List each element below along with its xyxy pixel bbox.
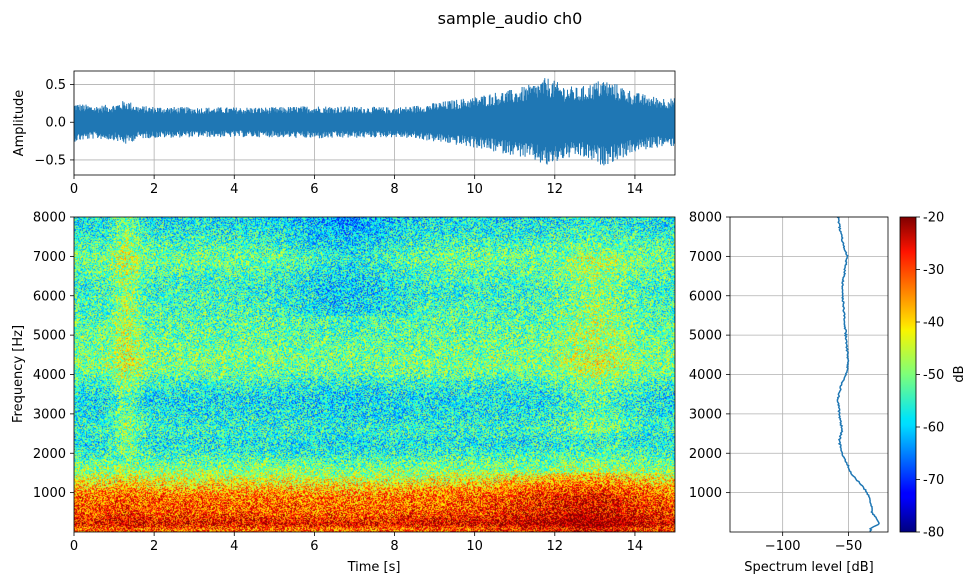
waveform-line: [74, 78, 675, 166]
spectrum-y-tick-label: 1000: [689, 486, 722, 501]
waveform-x-tick-label: 8: [390, 182, 398, 197]
spectrum-xlabel: Spectrum level [dB]: [744, 560, 874, 575]
colorbar-label: dB: [952, 365, 967, 382]
colorbar-tick-label: -70: [923, 473, 944, 488]
spectrogram-x-tick-label: 10: [466, 539, 483, 554]
spectrogram-panel: 0 2 4 6 8 10 12 14 1000 2000 3000 4000 5000 6000 7000…: [11, 211, 676, 575]
spectrogram-y-ticks: 1000 2000 3000 4000 5000 6000 7000 8000: [33, 211, 74, 501]
spectrogram-ylabel: Frequency [Hz]: [11, 325, 26, 423]
colorbar: -20 -30 -40 -50 -60 -70 -80 dB: [899, 211, 967, 541]
waveform-y-tick-label: 0.5: [45, 78, 66, 93]
waveform-x-tick-label: 6: [310, 182, 318, 197]
colorbar-tick-label: -50: [923, 368, 944, 383]
spectrum-y-tick-label: 3000: [689, 407, 722, 422]
spectrogram-y-tick-label: 3000: [33, 407, 66, 422]
spectrum-x-ticks: −100 −50: [765, 532, 862, 554]
spectrum-line: [836, 217, 880, 532]
waveform-y-tick-label: −0.5: [34, 153, 66, 168]
spectrogram-x-ticks: 0 2 4 6 8 10 12 14: [70, 532, 643, 554]
waveform-y-ticks: 0.5 0.0 −0.5: [34, 78, 74, 168]
spectrum-x-tick-label: −50: [835, 539, 862, 554]
colorbar-tick-label: -40: [923, 316, 944, 331]
waveform-x-tick-label: 12: [547, 182, 564, 197]
spectrogram-x-tick-label: 6: [310, 539, 318, 554]
waveform-ylabel: Amplitude: [12, 90, 27, 157]
spectrogram-y-tick-label: 6000: [33, 289, 66, 304]
waveform-x-tick-label: 4: [230, 182, 238, 197]
spectrogram-y-tick-label: 5000: [33, 329, 66, 344]
spectrum-y-tick-label: 2000: [689, 447, 722, 462]
colorbar-gradient: [899, 216, 917, 533]
spectrum-y-tick-label: 5000: [689, 329, 722, 344]
figure-title: sample_audio ch0: [438, 9, 583, 29]
spectrum-y-tick-label: 6000: [689, 289, 722, 304]
spectrum-x-tick-label: −100: [765, 539, 801, 554]
waveform-panel: 0 2 4 6 8 10 12 14 0.5 0.0 −0.5 Amplitude: [12, 70, 676, 197]
spectrogram-image-holder: [74, 217, 675, 532]
spectrogram-xlabel: Time [s]: [347, 560, 401, 575]
colorbar-tick-label: -80: [923, 526, 944, 541]
colorbar-tick-label: -30: [923, 263, 944, 278]
spectrum-y-tick-label: 8000: [689, 211, 722, 226]
spectrum-y-tick-label: 4000: [689, 368, 722, 383]
spectrogram-x-tick-label: 4: [230, 539, 238, 554]
spectrum-y-ticks: 1000 2000 3000 4000 5000 6000 7000 8000: [689, 211, 730, 501]
spectrum-panel: −100 −50 1000 2000 3000 4000 5000 6000 7000 8000…: [689, 211, 889, 575]
spectrogram-x-tick-label: 2: [150, 539, 158, 554]
spectrogram-y-tick-label: 4000: [33, 368, 66, 383]
spectrogram-x-tick-label: 8: [390, 539, 398, 554]
spectrogram-x-tick-label: 14: [627, 539, 644, 554]
spectrogram-y-tick-label: 2000: [33, 447, 66, 462]
spectrum-grid: [730, 216, 888, 532]
spectrum-y-tick-label: 7000: [689, 250, 722, 265]
waveform-x-tick-label: 2: [150, 182, 158, 197]
spectrogram-y-tick-label: 8000: [33, 211, 66, 226]
spectrogram-x-tick-label: 0: [70, 539, 78, 554]
spectrogram-x-tick-label: 12: [547, 539, 564, 554]
waveform-frame: [73, 70, 676, 176]
waveform-y-tick-label: 0.0: [45, 116, 66, 131]
spectrogram-y-tick-label: 7000: [33, 250, 66, 265]
waveform-x-tick-label: 14: [627, 182, 644, 197]
spectrogram-y-tick-label: 1000: [33, 486, 66, 501]
waveform-x-tick-label: 10: [466, 182, 483, 197]
colorbar-tick-label: -60: [923, 421, 944, 436]
waveform-x-ticks: 0 2 4 6 8 10 12 14: [70, 175, 643, 197]
spectrogram-heatmap: [74, 217, 675, 532]
waveform-x-tick-label: 0: [70, 182, 78, 197]
colorbar-tick-label: -20: [923, 211, 944, 226]
colorbar-ticks: -20 -30 -40 -50 -60 -70 -80: [916, 211, 944, 541]
